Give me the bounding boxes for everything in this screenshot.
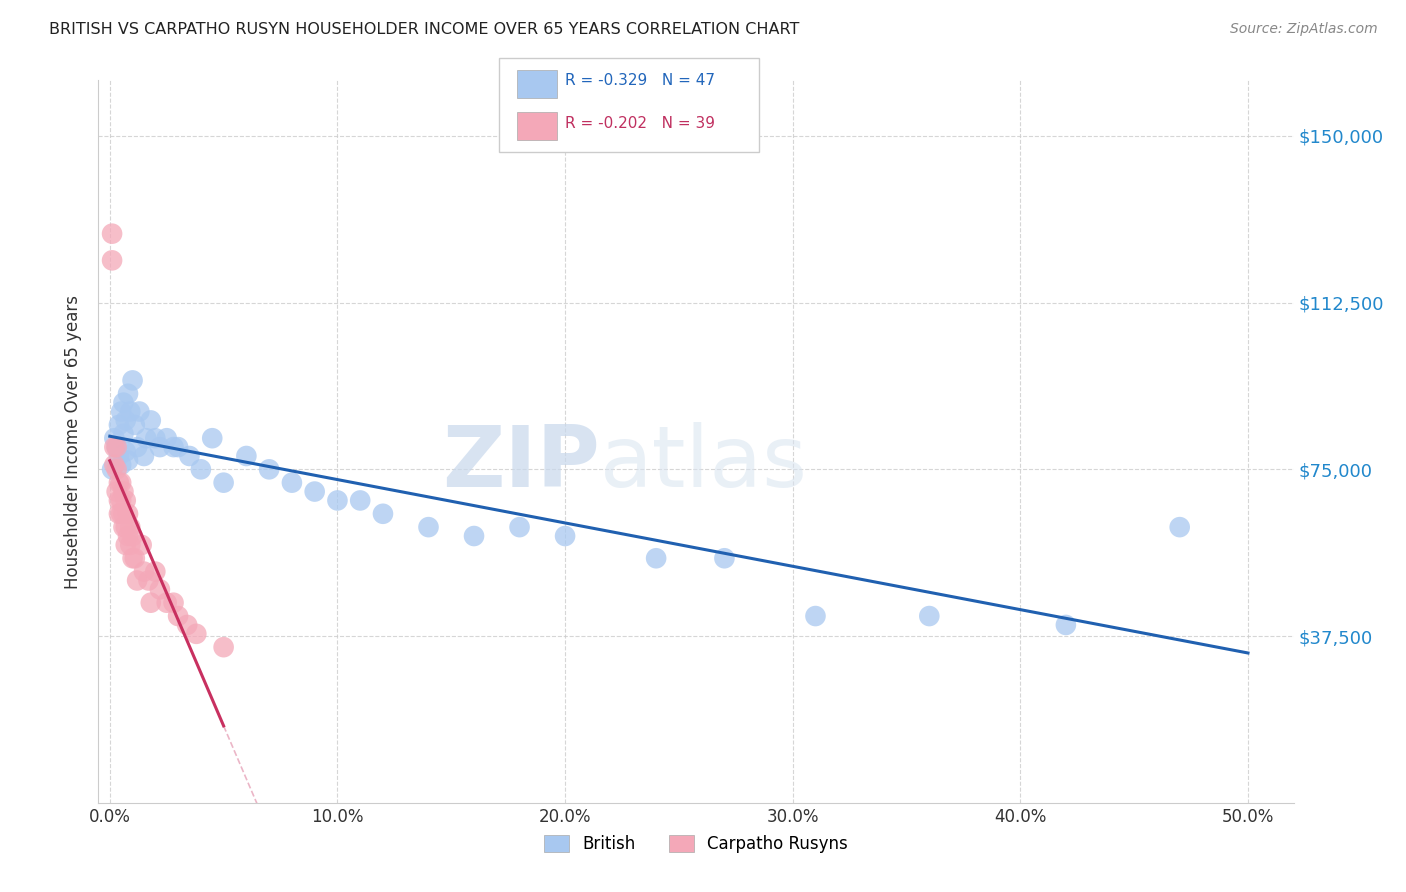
Point bbox=[105, 440, 128, 454]
Point bbox=[112, 507, 135, 521]
Point bbox=[190, 462, 212, 476]
Point bbox=[101, 462, 124, 476]
Point bbox=[463, 529, 485, 543]
Point bbox=[349, 493, 371, 508]
Point bbox=[131, 538, 153, 552]
Point bbox=[371, 507, 394, 521]
Point bbox=[1054, 618, 1077, 632]
Point bbox=[121, 551, 143, 566]
Point bbox=[212, 640, 235, 655]
Point bbox=[110, 493, 132, 508]
Point bbox=[139, 413, 162, 427]
Point bbox=[212, 475, 235, 490]
Point bbox=[121, 529, 143, 543]
Point bbox=[117, 507, 139, 521]
Point bbox=[1168, 520, 1191, 534]
Point bbox=[114, 444, 136, 458]
Point bbox=[127, 574, 149, 588]
Point bbox=[139, 596, 162, 610]
Point bbox=[162, 440, 184, 454]
Point bbox=[235, 449, 257, 463]
Point bbox=[110, 475, 132, 490]
Point bbox=[120, 538, 142, 552]
Point bbox=[117, 453, 139, 467]
Point bbox=[110, 507, 132, 521]
Point bbox=[176, 618, 198, 632]
Text: BRITISH VS CARPATHO RUSYN HOUSEHOLDER INCOME OVER 65 YEARS CORRELATION CHART: BRITISH VS CARPATHO RUSYN HOUSEHOLDER IN… bbox=[49, 22, 800, 37]
Point bbox=[135, 431, 157, 445]
Point bbox=[128, 404, 150, 418]
Point bbox=[114, 538, 136, 552]
Point bbox=[554, 529, 576, 543]
Point bbox=[179, 449, 201, 463]
Point bbox=[117, 386, 139, 401]
Text: R = -0.202   N = 39: R = -0.202 N = 39 bbox=[565, 116, 716, 131]
Point bbox=[103, 431, 125, 445]
Point bbox=[281, 475, 304, 490]
Point bbox=[124, 417, 146, 432]
Point bbox=[645, 551, 668, 566]
Point bbox=[304, 484, 326, 499]
Point bbox=[918, 609, 941, 624]
Legend: British, Carpatho Rusyns: British, Carpatho Rusyns bbox=[537, 828, 855, 860]
Text: atlas: atlas bbox=[600, 422, 808, 505]
Point bbox=[103, 440, 125, 454]
Text: R = -0.329   N = 47: R = -0.329 N = 47 bbox=[565, 73, 716, 88]
Point bbox=[108, 417, 131, 432]
Point bbox=[418, 520, 440, 534]
Point bbox=[127, 440, 149, 454]
Text: ZIP: ZIP bbox=[443, 422, 600, 505]
Point bbox=[112, 426, 135, 441]
Point bbox=[117, 529, 139, 543]
Point bbox=[124, 551, 146, 566]
Point bbox=[103, 458, 125, 472]
Point bbox=[101, 227, 124, 241]
Point bbox=[108, 475, 131, 490]
Point bbox=[105, 440, 128, 454]
Point bbox=[114, 413, 136, 427]
Point bbox=[713, 551, 735, 566]
Point bbox=[143, 565, 166, 579]
Point bbox=[257, 462, 280, 476]
Point bbox=[105, 484, 128, 499]
Point bbox=[114, 520, 136, 534]
Point bbox=[121, 373, 143, 387]
Point bbox=[108, 493, 131, 508]
Point bbox=[112, 520, 135, 534]
Point bbox=[156, 596, 179, 610]
Point bbox=[132, 449, 155, 463]
Point bbox=[186, 627, 208, 641]
Point bbox=[112, 484, 135, 499]
Point bbox=[156, 431, 179, 445]
Point bbox=[112, 395, 135, 409]
Point bbox=[167, 440, 190, 454]
Point bbox=[110, 404, 132, 418]
Point bbox=[108, 507, 131, 521]
Point bbox=[143, 431, 166, 445]
Point bbox=[120, 520, 142, 534]
Point bbox=[132, 565, 155, 579]
Point bbox=[149, 440, 172, 454]
Point bbox=[110, 458, 132, 472]
Point bbox=[201, 431, 224, 445]
Y-axis label: Householder Income Over 65 years: Householder Income Over 65 years bbox=[65, 294, 83, 589]
Point bbox=[105, 462, 128, 476]
Point bbox=[138, 574, 160, 588]
Point bbox=[167, 609, 190, 624]
Point bbox=[162, 596, 184, 610]
Point bbox=[149, 582, 172, 597]
Point bbox=[326, 493, 349, 508]
Point bbox=[804, 609, 827, 624]
Point bbox=[108, 449, 131, 463]
Text: Source: ZipAtlas.com: Source: ZipAtlas.com bbox=[1230, 22, 1378, 37]
Point bbox=[114, 493, 136, 508]
Point bbox=[509, 520, 531, 534]
Point bbox=[101, 253, 124, 268]
Point bbox=[120, 404, 142, 418]
